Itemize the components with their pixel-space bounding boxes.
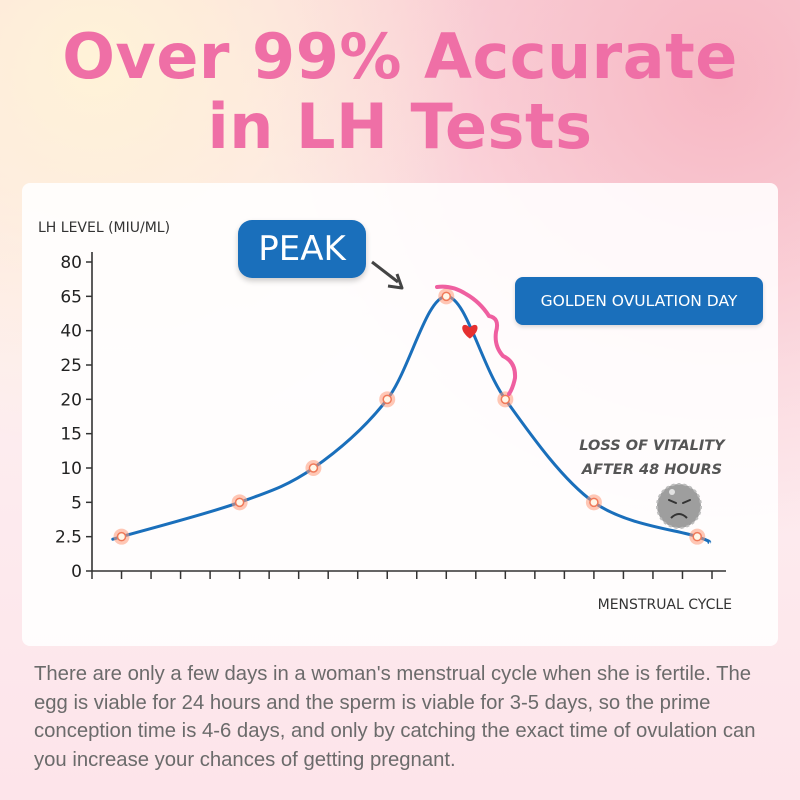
y-tick-label: 15 (60, 425, 82, 445)
heart-marker (462, 324, 478, 339)
vitality-line-2: AFTER 48 HOURS (581, 462, 723, 478)
y-tick-label: 2.5 (55, 528, 82, 548)
golden-ovulation-day-label: GOLDEN OVULATION DAY (515, 277, 763, 325)
y-tick-label: 20 (60, 390, 82, 410)
y-tick-label: 10 (60, 459, 82, 479)
ovulation-brace (435, 284, 518, 396)
data-point (585, 494, 602, 511)
y-tick-label: 40 (60, 322, 82, 342)
headline-line-1: Over 99% Accurate (62, 20, 738, 93)
y-axis-label: LH LEVEL (MIU/ML) (38, 220, 170, 236)
y-tick-label: 0 (71, 562, 82, 582)
loss-of-vitality-note: LOSS OF VITALITY AFTER 48 HOURS (552, 434, 752, 482)
peak-arrow (371, 260, 404, 290)
data-point (231, 494, 248, 511)
data-point (438, 288, 455, 305)
y-tick-label: 80 (60, 253, 82, 273)
headline: Over 99% Accurate in LH Tests (0, 22, 800, 162)
sad-egg-icon (656, 483, 702, 529)
data-point (379, 391, 396, 408)
data-point (689, 528, 706, 545)
y-tick-label: 65 (60, 287, 82, 307)
data-point (113, 528, 130, 545)
y-tick-label: 5 (71, 493, 82, 513)
vitality-line-1: LOSS OF VITALITY (579, 438, 725, 454)
body-paragraph: There are only a few days in a woman's m… (34, 663, 756, 771)
peak-label: PEAK (238, 220, 366, 278)
chart-card (22, 183, 778, 646)
y-tick-label: 25 (60, 356, 82, 376)
x-axis-label: MENSTRUAL CYCLE (598, 597, 732, 613)
headline-line-2: in LH Tests (207, 90, 593, 163)
data-point (305, 460, 322, 476)
lh-curve (111, 294, 712, 545)
